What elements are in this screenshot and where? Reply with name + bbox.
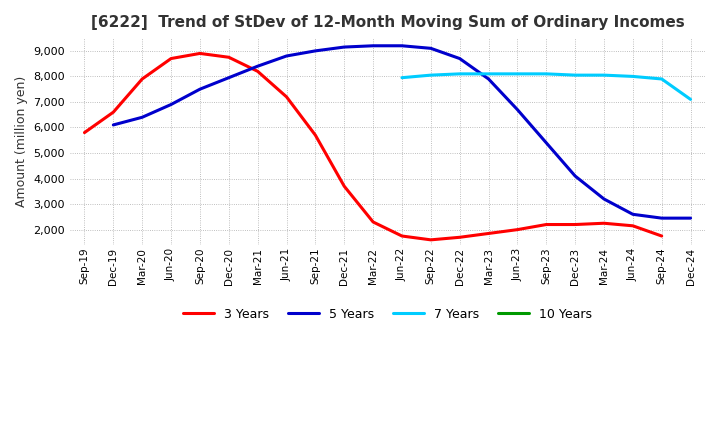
3 Years <box>311 132 320 138</box>
3 Years <box>138 76 146 81</box>
7 Years <box>629 74 637 79</box>
5 Years <box>571 173 580 179</box>
3 Years <box>485 231 493 236</box>
3 Years <box>426 237 435 242</box>
5 Years <box>225 75 233 81</box>
3 Years <box>253 69 262 74</box>
5 Years <box>513 107 522 112</box>
3 Years <box>167 56 176 61</box>
7 Years <box>571 73 580 78</box>
3 Years <box>225 55 233 60</box>
Legend: 3 Years, 5 Years, 7 Years, 10 Years: 3 Years, 5 Years, 7 Years, 10 Years <box>178 303 598 326</box>
7 Years <box>513 71 522 77</box>
5 Years <box>657 216 666 221</box>
3 Years <box>657 233 666 238</box>
3 Years <box>600 220 608 226</box>
7 Years <box>426 73 435 78</box>
5 Years <box>686 216 695 221</box>
3 Years <box>455 235 464 240</box>
3 Years <box>369 219 377 224</box>
Title: [6222]  Trend of StDev of 12-Month Moving Sum of Ordinary Incomes: [6222] Trend of StDev of 12-Month Moving… <box>91 15 685 30</box>
5 Years <box>542 140 551 146</box>
3 Years <box>109 110 117 115</box>
7 Years <box>455 71 464 77</box>
3 Years <box>196 51 204 56</box>
5 Years <box>369 43 377 48</box>
5 Years <box>340 44 348 50</box>
Y-axis label: Amount (million yen): Amount (million yen) <box>15 76 28 207</box>
5 Years <box>600 196 608 202</box>
7 Years <box>686 97 695 102</box>
5 Years <box>167 102 176 107</box>
Line: 3 Years: 3 Years <box>84 53 662 240</box>
3 Years <box>513 227 522 232</box>
7 Years <box>542 71 551 77</box>
5 Years <box>485 76 493 81</box>
3 Years <box>282 94 291 99</box>
7 Years <box>600 73 608 78</box>
3 Years <box>397 233 406 238</box>
5 Years <box>426 46 435 51</box>
5 Years <box>196 87 204 92</box>
5 Years <box>282 53 291 59</box>
5 Years <box>138 115 146 120</box>
3 Years <box>340 183 348 189</box>
5 Years <box>109 122 117 128</box>
7 Years <box>485 71 493 77</box>
Line: 7 Years: 7 Years <box>402 74 690 99</box>
Line: 5 Years: 5 Years <box>113 46 690 218</box>
5 Years <box>455 56 464 61</box>
7 Years <box>397 75 406 81</box>
5 Years <box>629 212 637 217</box>
3 Years <box>80 130 89 135</box>
3 Years <box>542 222 551 227</box>
7 Years <box>657 76 666 81</box>
5 Years <box>311 48 320 54</box>
3 Years <box>629 223 637 228</box>
5 Years <box>397 43 406 48</box>
3 Years <box>571 222 580 227</box>
5 Years <box>253 63 262 69</box>
